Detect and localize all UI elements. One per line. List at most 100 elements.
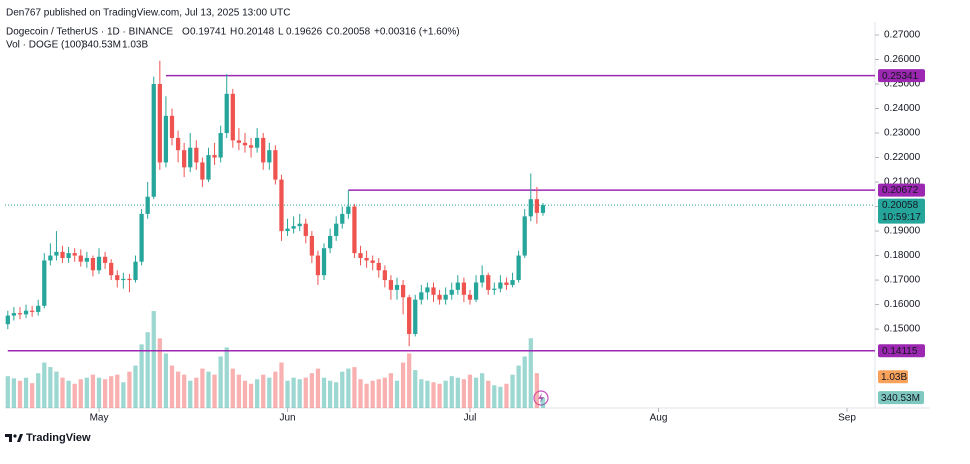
volume-bar [510, 374, 515, 408]
x-tick-label: Sep [838, 413, 856, 424]
volume-last-label: 340.53M [881, 393, 920, 404]
volume-bar [242, 380, 248, 408]
symbol: Dogecoin / TetherUS · 1D · BINANCE [6, 27, 173, 38]
y-tick-label: 0.17000 [884, 275, 921, 286]
volume-bar [194, 377, 199, 408]
level-label: 0.14115 [882, 346, 918, 357]
volume-bar [352, 367, 357, 408]
volume-bar [121, 382, 126, 408]
volume-bar [145, 332, 150, 408]
candle-body [309, 235, 314, 256]
brand: TradingView [26, 432, 91, 444]
candle-body [480, 275, 485, 283]
x-tick-label: Aug [650, 413, 668, 424]
volume-bar [455, 377, 460, 408]
candle-body [327, 235, 333, 249]
candle-body [400, 284, 406, 298]
candle-body [182, 150, 187, 168]
candle-body [340, 213, 345, 224]
volume-bar [29, 383, 35, 408]
volume-bar [358, 379, 363, 408]
candle-body [78, 255, 83, 262]
volume-bar [327, 380, 333, 408]
candle-body [315, 255, 321, 276]
volume-bar [321, 377, 327, 408]
candle-body [84, 258, 89, 262]
volume-bar [394, 380, 400, 408]
y-tick-label: 0.21000 [884, 177, 921, 188]
candle-body [11, 313, 17, 316]
volume-bar [84, 377, 89, 408]
volume-bar [382, 377, 387, 408]
volume-bar [297, 379, 302, 408]
volume-title: Vol · DOGE (100) [6, 40, 84, 51]
volume-bar [437, 383, 442, 408]
candle-body [467, 294, 473, 300]
candle-body [425, 287, 430, 293]
volume-bar [492, 385, 497, 408]
candle-body [23, 310, 29, 315]
volume-bar [413, 370, 418, 408]
volume-ma-label: 1.03B [881, 372, 907, 383]
volume-bar [291, 377, 296, 408]
volume-bar [236, 374, 242, 408]
last-price-badge [878, 198, 925, 224]
candle-body [388, 280, 394, 290]
candle-body [145, 196, 150, 214]
candle-body [370, 260, 375, 263]
candle-body [522, 216, 527, 256]
candle-body [109, 262, 114, 276]
candle-body [413, 299, 418, 334]
candle-body [157, 84, 162, 163]
candle-body [528, 199, 533, 217]
volume-bar [42, 362, 47, 408]
level-badge [878, 69, 925, 83]
volume-bar [364, 383, 369, 408]
ohlc-value: 0.20058 [334, 27, 371, 38]
volume-bar [267, 377, 272, 408]
candle-body [224, 93, 229, 134]
candle-body [175, 137, 181, 151]
candle-body [194, 147, 199, 163]
ohlc-label: L [278, 27, 284, 38]
candle-body [346, 206, 351, 214]
volume-bar [473, 377, 479, 408]
volume-bar [48, 367, 53, 408]
y-tick-label: 0.23000 [884, 128, 921, 139]
volume-bar [461, 379, 467, 408]
candle-body [443, 294, 448, 300]
candle-body [455, 282, 460, 290]
brand-logo [5, 434, 23, 442]
countdown: 10:59:17 [882, 212, 921, 223]
volume-bar [17, 380, 23, 408]
candle-body [242, 142, 248, 146]
volume-bar [279, 362, 284, 408]
y-tick-label: 0.19000 [884, 226, 921, 237]
volume-bar [36, 373, 41, 408]
volume-ma: 1.03B [122, 40, 148, 51]
volume-bar [102, 379, 108, 408]
y-tick-label: 0.25000 [884, 79, 921, 90]
volume-bar [309, 373, 314, 408]
x-tick-label: Jun [279, 413, 295, 424]
last-price-label: 0.20058 [882, 200, 919, 211]
volume-bar [224, 347, 229, 408]
volume-bar [315, 368, 321, 408]
candle-body [334, 223, 339, 236]
volume-bar [419, 379, 424, 408]
volume-bar [248, 383, 254, 408]
candle-body [212, 155, 217, 158]
candle-body [437, 294, 442, 300]
candle-body [248, 145, 254, 148]
candle-body [48, 255, 53, 261]
candle-body [5, 315, 10, 325]
candle-body [376, 262, 381, 271]
volume-bar [431, 382, 436, 408]
candle-body [90, 258, 96, 271]
candle-body [139, 213, 144, 262]
candle-body [364, 258, 369, 261]
candle-body [66, 253, 71, 259]
volume-bar [425, 380, 430, 408]
volume-bar [230, 368, 235, 408]
